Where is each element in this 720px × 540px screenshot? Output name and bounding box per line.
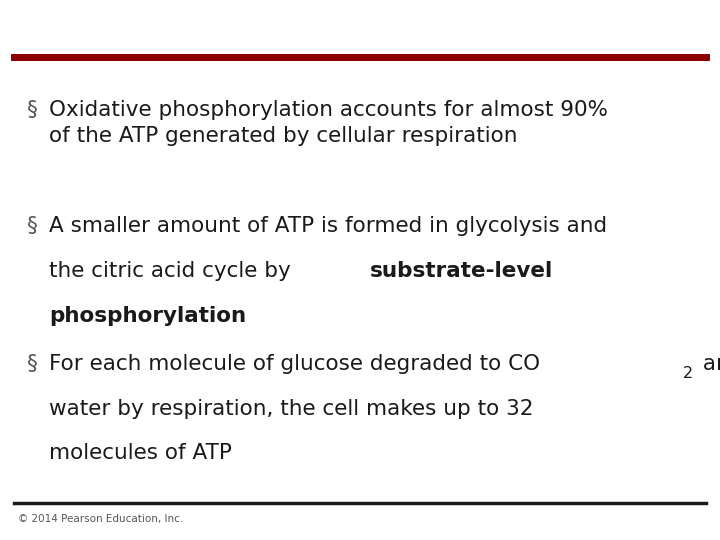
Text: phosphorylation: phosphorylation: [49, 306, 246, 326]
Text: substrate-level: substrate-level: [370, 261, 553, 281]
Text: © 2014 Pearson Education, Inc.: © 2014 Pearson Education, Inc.: [18, 515, 184, 524]
Text: water by respiration, the cell makes up to 32: water by respiration, the cell makes up …: [49, 399, 534, 418]
Text: For each molecule of glucose degraded to CO: For each molecule of glucose degraded to…: [49, 354, 540, 374]
Text: and: and: [696, 354, 720, 374]
Text: A smaller amount of ATP is formed in glycolysis and: A smaller amount of ATP is formed in gly…: [49, 216, 607, 236]
Text: molecules of ATP: molecules of ATP: [49, 443, 232, 463]
Text: §: §: [27, 100, 38, 120]
Text: §: §: [27, 216, 38, 236]
Text: Oxidative phosphorylation accounts for almost 90%
of the ATP generated by cellul: Oxidative phosphorylation accounts for a…: [49, 100, 608, 145]
Text: §: §: [27, 354, 38, 374]
Text: the citric acid cycle by: the citric acid cycle by: [49, 261, 297, 281]
Text: 2: 2: [683, 366, 693, 381]
